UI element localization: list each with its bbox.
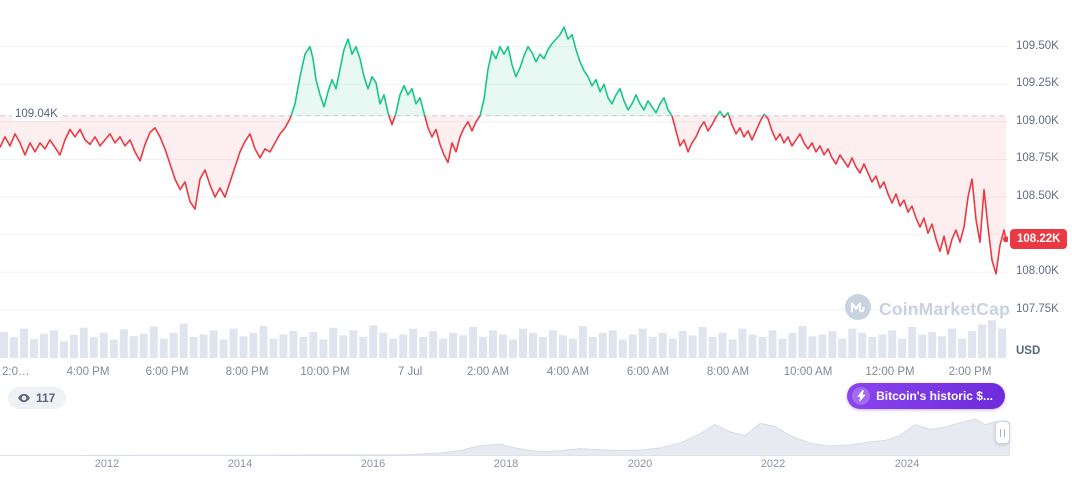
area-below-baseline — [0, 115, 1006, 274]
watermark-text: CoinMarketCap — [879, 299, 1010, 319]
year-label: 2012 — [94, 458, 120, 470]
y-axis-tick: 109.50K — [1016, 39, 1059, 52]
range-selector-chart[interactable] — [0, 414, 1011, 457]
x-axis-label: 6:00 PM — [145, 366, 189, 378]
price-line-up — [290, 26, 767, 116]
watchers-eye-icon — [17, 391, 31, 405]
range-selector-years: 2012 2014 2016 2018 2020 2022 2024 — [0, 458, 1010, 473]
x-axis-label: 7 Jul — [397, 366, 423, 378]
y-axis-tick: 109.25K — [1016, 77, 1059, 90]
watchers-count: 117 — [36, 391, 56, 405]
x-axis-label: 2:00 AM — [466, 366, 510, 378]
highlight-badge-label: Bitcoin's historic $... — [876, 389, 993, 403]
lightning-icon — [852, 387, 871, 405]
current-price-badge: 108.22K — [1010, 229, 1068, 250]
price-plot-svg[interactable] — [0, 0, 1008, 358]
range-slider-handle[interactable] — [995, 421, 1010, 444]
year-label: 2016 — [360, 458, 386, 470]
y-axis-tick: 108.50K — [1016, 190, 1059, 203]
y-axis-unit-label: USD — [1016, 345, 1041, 357]
y-axis-tick: 109.00K — [1016, 114, 1059, 127]
price-line-down — [0, 115, 1007, 275]
highlight-badge[interactable]: Bitcoin's historic $... — [847, 383, 1005, 409]
x-axis-label: 6:00 AM — [626, 366, 670, 378]
coinmarketcap-logo-icon — [845, 294, 871, 325]
year-label: 2014 — [227, 458, 253, 470]
watermark: CoinMarketCap — [845, 294, 1010, 325]
y-axis-tick: 107.75K — [1016, 302, 1059, 315]
volume-bars — [0, 320, 1006, 358]
x-axis-label: 10:00 PM — [300, 366, 350, 378]
live-price-dot — [1003, 236, 1008, 243]
y-axis-tick: 108.00K — [1016, 265, 1059, 278]
area-above-baseline — [0, 27, 1006, 116]
price-plot-area[interactable] — [0, 0, 1008, 358]
x-axis-label: 4:00 PM — [66, 366, 110, 378]
baseline-price-label: 109.04K — [12, 106, 61, 121]
x-axis-label: 2:00 PM — [2, 366, 35, 378]
watchers-badge: 117 — [8, 387, 67, 409]
x-axis-label: 4:00 AM — [546, 366, 590, 378]
x-axis-label: 12:00 PM — [865, 366, 915, 378]
x-axis-label: 8:00 PM — [225, 366, 269, 378]
x-axis-label: 10:00 AM — [783, 366, 833, 378]
y-axis-tick: 108.75K — [1016, 152, 1059, 165]
year-label: 2018 — [493, 458, 519, 470]
minimap-area — [0, 418, 1011, 457]
year-label: 2020 — [627, 458, 653, 470]
x-axis-label: 8:00 AM — [706, 366, 750, 378]
x-axis-label: 2:00 PM — [948, 366, 992, 378]
range-selector[interactable] — [0, 414, 1011, 457]
year-label: 2024 — [894, 458, 920, 470]
y-axis: USD 109.50K 109.25K 109.00K 108.75K 108.50K 1… — [1012, 0, 1072, 358]
year-label: 2022 — [760, 458, 786, 470]
x-axis: 2:00 PM 4:00 PM 6:00 PM 8:00 PM 10:00 PM 7 Ju… — [0, 366, 1008, 382]
